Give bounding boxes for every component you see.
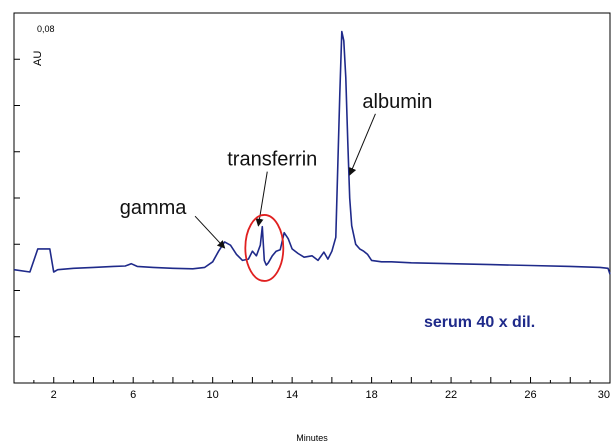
y-max-label: 0,08: [37, 24, 55, 34]
highlight-ellipse: [244, 214, 285, 282]
annotation-label: transferrin: [227, 149, 317, 171]
series-label: serum 40 x dil.: [424, 314, 535, 331]
x-tick-label: 30: [598, 389, 610, 401]
annotation-arrow: [194, 215, 226, 249]
annotations-layer: albumin transferrin gamma: [120, 91, 432, 282]
x-tick-label: 26: [524, 389, 536, 401]
y-axis-title: AU: [32, 51, 44, 66]
x-tick-label: 6: [130, 389, 136, 401]
annotation-label: albumin: [362, 91, 432, 113]
series-layer: serum 40 x dil.: [13, 30, 611, 331]
x-tick-label: 14: [286, 389, 298, 401]
x-tick-label: 10: [207, 389, 219, 401]
x-tick-label: 18: [365, 389, 377, 401]
annotation-label: gamma: [120, 197, 188, 219]
x-tick-label: 22: [445, 389, 457, 401]
x-axis-title: Minutes: [296, 433, 328, 442]
x-tick-label: 2: [51, 389, 57, 401]
ticks-layer: 2 6 10 14 18 22 26 30: [13, 12, 611, 401]
annotation-arrow: [255, 171, 268, 227]
annotation-arrow: [348, 113, 376, 176]
series-line: [13, 30, 611, 275]
